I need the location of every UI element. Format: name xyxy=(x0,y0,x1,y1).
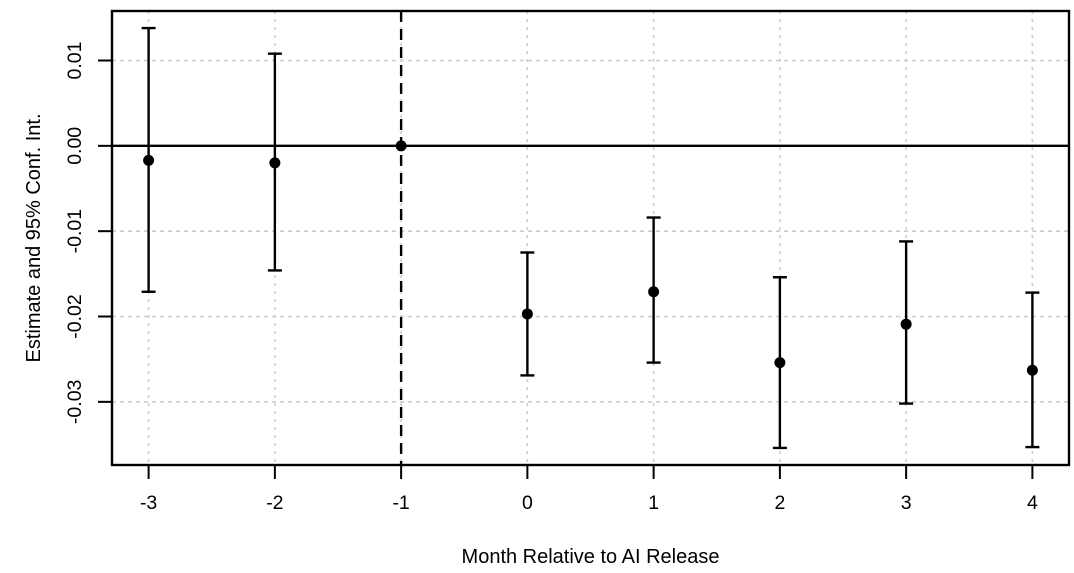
x-tick-label: -1 xyxy=(392,492,409,514)
plot-area: -3 -2 -1 0 1 2 3 4 0.01 0.00 -0.01 -0.02 -0.03 xyxy=(64,9,1071,514)
y-tick-label: -0.01 xyxy=(64,209,86,253)
plot-box xyxy=(110,9,1071,467)
y-tick-label: 0.00 xyxy=(64,127,86,165)
y-tick-label: 0.01 xyxy=(64,42,86,80)
y-tick-label: -0.03 xyxy=(64,380,86,424)
data-point xyxy=(774,357,786,369)
x-tick-label: -3 xyxy=(140,492,157,514)
x-tick-label: 1 xyxy=(648,492,659,514)
data-point xyxy=(900,318,912,330)
x-tick-label: 4 xyxy=(1027,492,1038,514)
x-axis-title: Month Relative to AI Release xyxy=(462,546,720,568)
data-point xyxy=(143,154,155,166)
y-tick-label: -0.02 xyxy=(64,294,86,338)
data-point xyxy=(521,308,533,320)
data-point xyxy=(1026,364,1038,376)
data-point xyxy=(395,140,407,152)
x-tick-label: 2 xyxy=(774,492,785,514)
y-axis-title: Estimate and 95% Conf. Int. xyxy=(23,113,45,362)
x-tick-label: -2 xyxy=(266,492,283,514)
x-tick-label: 3 xyxy=(901,492,912,514)
x-tick-label: 0 xyxy=(522,492,533,514)
data-point xyxy=(648,286,660,298)
data-point xyxy=(269,157,281,169)
